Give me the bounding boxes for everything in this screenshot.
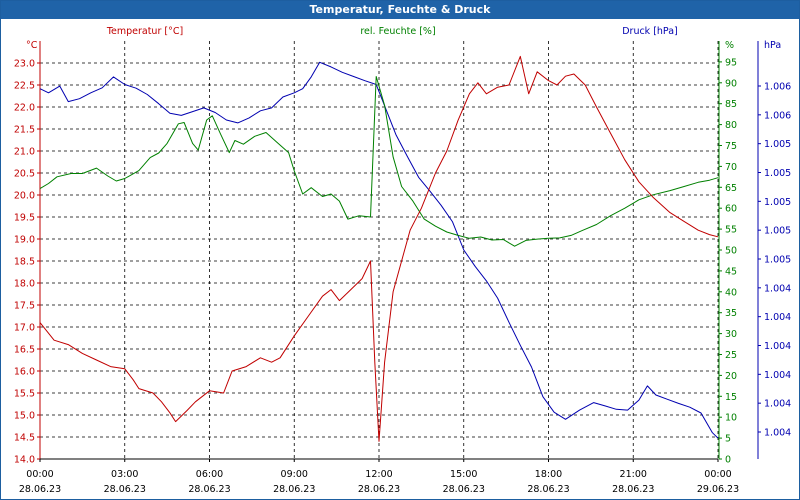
x-tick-time-label: 09:00 <box>281 469 308 480</box>
pressure-tick-label: 1.004 <box>764 283 791 294</box>
temperature-series-line <box>39 55 719 442</box>
temp-tick-label: 21.5 <box>14 125 35 136</box>
pressure-tick-label: 1.005 <box>764 139 791 150</box>
temp-tick-label: 18.5 <box>14 257 35 268</box>
x-tick-time-label: 00:00 <box>704 469 731 480</box>
axes <box>39 41 759 460</box>
x-tick-date-label: 28.06.23 <box>527 484 569 495</box>
temp-tick-label: 20.0 <box>14 191 35 202</box>
humidity-tick-label: 15 <box>725 392 737 403</box>
humidity-tick-label: 75 <box>725 141 737 152</box>
humidity-tick-label: 30 <box>725 329 737 340</box>
temp-tick-label: 23.0 <box>14 59 35 70</box>
x-tick-date-label: 28.06.23 <box>273 484 315 495</box>
pressure-tick-label: 1.005 <box>764 226 791 237</box>
humidity-tick-label: 55 <box>725 225 737 236</box>
humidity-tick-label: 65 <box>725 183 737 194</box>
pressure-tick-label: 1.005 <box>764 197 791 208</box>
temp-tick-label: 19.0 <box>14 235 35 246</box>
temp-tick-label: 18.0 <box>14 279 35 290</box>
x-tick-date-label: 28.06.23 <box>358 484 400 495</box>
pressure-tick-label: 1.004 <box>764 399 791 410</box>
pressure-tick-label: 1.005 <box>764 168 791 179</box>
x-tick-time-label: 12:00 <box>365 469 392 480</box>
temp-tick-label: 17.0 <box>14 323 35 334</box>
temp-tick-label: 16.5 <box>14 345 35 356</box>
temp-tick-label: 14.0 <box>14 455 35 466</box>
tick-labels: 14.0 14.5 15.0 15.5 16.0 16.5 17.0 17.5 18.0 18.5… <box>14 40 791 495</box>
x-tick-time-label: 18:00 <box>535 469 562 480</box>
legend-humidity: rel. Feuchte [%] <box>360 26 435 37</box>
x-tick-date-label: 29.06.23 <box>697 484 739 495</box>
humidity-tick-label: 95 <box>725 57 737 68</box>
humidity-tick-label: 20 <box>725 371 737 382</box>
temp-unit-label: °C <box>26 40 38 51</box>
pressure-unit-label: hPa <box>764 40 781 51</box>
series-labels: Temperatur [°C] rel. Feuchte [%] Druck [hP… <box>106 26 678 37</box>
temp-tick-label: 16.0 <box>14 367 35 378</box>
humidity-tick-label: 5 <box>725 434 731 445</box>
pressure-tick-label: 1.004 <box>764 370 791 381</box>
x-tick-date-label: 28.06.23 <box>104 484 146 495</box>
legend-pressure: Druck [hPa] <box>622 26 678 37</box>
x-tick-date-label: 28.06.23 <box>443 484 485 495</box>
temp-tick-label: 22.0 <box>14 103 35 114</box>
humidity-tick-label: 60 <box>725 204 737 215</box>
grid-lines <box>39 41 719 460</box>
pressure-series-line <box>39 61 719 439</box>
pressure-tick-label: 1.006 <box>764 82 791 93</box>
x-tick-date-label: 28.06.23 <box>612 484 654 495</box>
temp-tick-label: 20.5 <box>14 169 35 180</box>
humidity-tick-label: 25 <box>725 350 737 361</box>
chart-title: Temperatur, Feuchte & Druck <box>1 1 799 19</box>
temp-tick-label: 22.5 <box>14 81 35 92</box>
humidity-tick-label: 10 <box>725 413 737 424</box>
x-tick-time-label: 15:00 <box>450 469 477 480</box>
temp-tick-label: 21.0 <box>14 147 35 158</box>
temp-tick-label: 14.5 <box>14 433 35 444</box>
x-tick-time-label: 00:00 <box>26 469 53 480</box>
humidity-tick-label: 85 <box>725 99 737 110</box>
temp-tick-label: 17.5 <box>14 301 35 312</box>
legend-temperature: Temperatur [°C] <box>106 26 183 37</box>
temp-tick-label: 15.5 <box>14 389 35 400</box>
humidity-unit-label: % <box>725 40 734 51</box>
humidity-tick-label: 50 <box>725 246 737 257</box>
series-lines <box>39 55 719 442</box>
humidity-tick-label: 0 <box>725 455 731 466</box>
temp-tick-label: 15.0 <box>14 411 35 422</box>
x-tick-time-label: 21:00 <box>620 469 647 480</box>
x-tick-time-label: 06:00 <box>196 469 223 480</box>
x-tick-date-label: 28.06.23 <box>19 484 61 495</box>
humidity-tick-label: 70 <box>725 162 737 173</box>
humidity-tick-label: 35 <box>725 308 737 319</box>
pressure-tick-label: 1.005 <box>764 255 791 266</box>
humidity-tick-label: 45 <box>725 266 737 277</box>
pressure-tick-label: 1.004 <box>764 312 791 323</box>
pressure-tick-label: 1.006 <box>764 110 791 121</box>
pressure-tick-label: 1.004 <box>764 341 791 352</box>
humidity-series-line <box>39 76 719 247</box>
x-tick-time-label: 03:00 <box>111 469 138 480</box>
x-tick-date-label: 28.06.23 <box>188 484 230 495</box>
humidity-tick-label: 90 <box>725 78 737 89</box>
pressure-tick-label: 1.004 <box>764 428 791 439</box>
humidity-tick-label: 80 <box>725 120 737 131</box>
humidity-tick-label: 40 <box>725 287 737 298</box>
temp-tick-label: 19.5 <box>14 213 35 224</box>
